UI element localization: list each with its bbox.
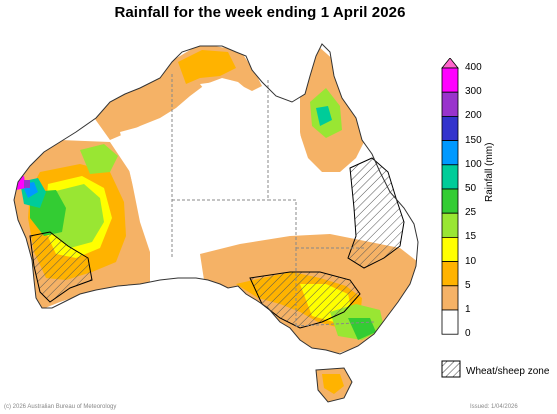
legend-swatch <box>441 188 459 214</box>
footer-copyright: (c) 2026 Australian Bureau of Meteorolog… <box>4 404 117 410</box>
legend-swatch <box>441 261 459 287</box>
legend-top-arrow <box>441 58 459 69</box>
legend-axis-title: Rainfall (mm) <box>484 142 495 202</box>
wheat-sheep-zone-swatch <box>441 360 461 378</box>
legend-swatch <box>441 140 459 166</box>
rain-zone-25mm-se <box>348 318 376 340</box>
legend-swatch <box>441 164 459 190</box>
wheat-zone-wa <box>29 231 93 303</box>
wheat-sheep-zone-label: Wheat/sheep zone <box>466 366 550 377</box>
wheat-zone-south <box>249 271 361 329</box>
legend-tick-label: 5 <box>465 279 471 291</box>
rain-zone-peak-300 <box>24 180 30 188</box>
legend-swatch <box>441 212 459 238</box>
map-title: Rainfall for the week ending 1 April 202… <box>114 4 406 21</box>
legend-tick-label: 400 <box>465 62 482 73</box>
legend-swatch <box>441 309 459 335</box>
australia-rainfall-map <box>13 43 419 403</box>
legend-swatch <box>441 236 459 262</box>
dry-interior-nt <box>200 80 262 118</box>
legend-tick-label: 0 <box>465 328 471 340</box>
legend-swatch <box>441 91 459 117</box>
legend-tick-label: 150 <box>465 134 482 146</box>
legend-tick-label: 1 <box>465 304 471 315</box>
legend-swatch <box>441 116 459 142</box>
dry-interior-central <box>120 92 306 254</box>
rain-zone-50mm-qld <box>316 106 332 126</box>
footer-issued: Issued: 1/04/2026 <box>470 404 518 410</box>
rain-zone-north-5mm <box>178 50 236 84</box>
rainfall-legend <box>441 58 459 335</box>
legend-tick-label: 15 <box>465 231 477 243</box>
legend-tick-label: 50 <box>465 183 477 194</box>
legend-tick-label: 300 <box>465 86 482 98</box>
rain-zone-15mm-west <box>52 184 104 248</box>
wheat-zone-qld-nsw <box>347 157 405 269</box>
tasmania-5mm <box>322 374 344 394</box>
legend-swatch <box>441 67 459 93</box>
legend-tick-label: 100 <box>465 158 482 170</box>
state-borders <box>171 74 375 327</box>
legend-tick-label: 200 <box>465 110 482 122</box>
legend-tick-label: 25 <box>465 207 477 219</box>
rain-zone-15mm-north <box>80 144 118 174</box>
legend-swatch <box>441 285 459 311</box>
legend-tick-label: 10 <box>465 255 477 267</box>
